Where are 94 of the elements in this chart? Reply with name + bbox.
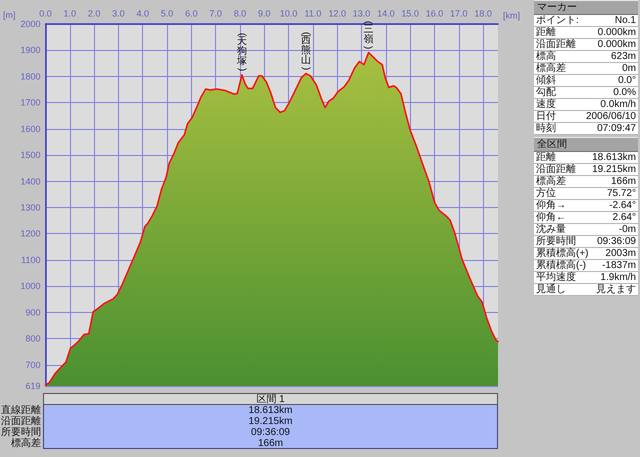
text: 標高差 xyxy=(536,63,566,74)
x-tick-label: 11.0 xyxy=(304,8,322,18)
text: 0.0% xyxy=(613,87,636,98)
x-tick-label: 2.0 xyxy=(88,8,100,18)
text: 標高 xyxy=(536,51,556,62)
x-tick-label: 5.0 xyxy=(160,8,174,18)
text: 傾斜 xyxy=(536,75,556,86)
x-tick-label: 10.0 xyxy=(280,8,298,18)
text: 0.0km/h xyxy=(600,99,636,110)
annotation: (三嶺) xyxy=(363,20,374,49)
text: -2.64° xyxy=(609,200,636,211)
text: 速度 xyxy=(536,99,556,110)
text: 09:36:09 xyxy=(597,236,636,247)
annotation: (天狗塚) xyxy=(236,32,248,72)
x-tick-label: 16.0 xyxy=(426,8,444,18)
text: 19.215km xyxy=(43,416,498,427)
y-tick-label: 800 xyxy=(25,334,40,344)
text: 166m xyxy=(43,438,498,449)
text: 所要時間 xyxy=(536,236,576,247)
text: 仰角→ xyxy=(536,200,566,211)
text: 累積標高(-) xyxy=(536,260,586,271)
text: 直線距離 xyxy=(0,405,42,416)
text: 勾配 xyxy=(536,87,556,98)
x-tick-label: 4.0 xyxy=(136,8,149,18)
y-tick-label: 1400 xyxy=(20,176,40,186)
y-tick-label: 900 xyxy=(25,307,40,318)
x-tick-label: 9.0 xyxy=(258,8,271,18)
text: 距離 xyxy=(536,27,556,38)
text: 0.0° xyxy=(618,75,636,86)
y-tick-label: 1500 xyxy=(20,150,40,160)
text: マーカー xyxy=(534,0,638,15)
text: 見えます xyxy=(596,284,636,295)
text: 09:36:09 xyxy=(43,427,498,438)
y-tick-label: 1900 xyxy=(20,45,40,56)
text: 時刻 xyxy=(536,123,556,134)
text: 標高差 xyxy=(536,176,566,187)
text: 区間 1 xyxy=(43,393,498,405)
text: 0m xyxy=(622,63,636,74)
x-tick-label: 12.0 xyxy=(328,8,346,18)
text: 距離 xyxy=(536,152,556,163)
text: 07:09:47 xyxy=(597,123,636,134)
text: 沿面距離 xyxy=(0,416,42,427)
text: 2003m xyxy=(605,248,636,259)
text: 沈み量 xyxy=(536,224,566,235)
text: 日付 xyxy=(536,111,556,122)
text: 標高差 xyxy=(10,438,42,449)
x-tick-label: 0.0 xyxy=(39,8,52,18)
text: ポイント: xyxy=(536,15,579,26)
text: -1837m xyxy=(602,260,636,271)
x-tick-label: 18.0 xyxy=(474,8,492,18)
text: 0.000km xyxy=(598,39,636,50)
text: 仰角← xyxy=(536,212,566,223)
text: 沿面距離 xyxy=(536,39,576,50)
y-tick-label: 700 xyxy=(25,360,40,370)
x-tick-label: 13.0 xyxy=(352,8,370,18)
y-tick-label: 1700 xyxy=(20,98,40,108)
text: 75.72° xyxy=(606,188,636,199)
text: 全区間 xyxy=(534,137,638,152)
text: 18.613km xyxy=(43,405,498,416)
text: 18.613km xyxy=(592,152,636,163)
annotation: (西熊山) xyxy=(300,31,312,70)
y-tick-label: 1800 xyxy=(20,71,40,82)
y-tick-label: 1200 xyxy=(20,228,40,239)
x-tick-label: 15.0 xyxy=(401,8,419,18)
y-tick-label: 619 xyxy=(25,381,40,391)
text: 方位 xyxy=(536,188,556,199)
x-axis-title: [km] xyxy=(503,10,520,20)
y-tick-label: 2000 xyxy=(20,19,40,29)
text: 沿面距離 xyxy=(536,164,576,175)
text: 1.9km/h xyxy=(600,272,636,283)
x-tick-label: 14.0 xyxy=(377,8,395,18)
text: 所要時間 xyxy=(0,427,42,438)
text: 19.215km xyxy=(592,164,636,175)
text: 2.64° xyxy=(612,212,636,223)
x-tick-label: 8.0 xyxy=(234,8,246,18)
text: No.1 xyxy=(614,15,636,26)
text: 623m xyxy=(610,51,636,62)
text: 平均速度 xyxy=(536,272,576,283)
x-tick-label: 3.0 xyxy=(112,8,125,18)
x-tick-label: 7.0 xyxy=(209,8,222,18)
text: 166m xyxy=(610,176,636,187)
text: 2006/06/10 xyxy=(586,111,636,122)
y-tick-label: 1600 xyxy=(20,124,40,134)
text: 0.000km xyxy=(598,27,636,38)
y-tick-label: 1000 xyxy=(20,281,40,292)
x-tick-label: 17.0 xyxy=(450,8,468,18)
text: -0m xyxy=(618,224,636,235)
y-tick-label: 1100 xyxy=(21,254,40,265)
text: 見通し xyxy=(536,284,566,295)
text: 累積標高(+) xyxy=(536,248,588,259)
x-tick-label: 1.0 xyxy=(64,8,76,18)
y-tick-label: 1300 xyxy=(20,202,40,212)
y-axis-title: [m] xyxy=(3,10,16,20)
x-tick-label: 6.0 xyxy=(185,8,198,18)
